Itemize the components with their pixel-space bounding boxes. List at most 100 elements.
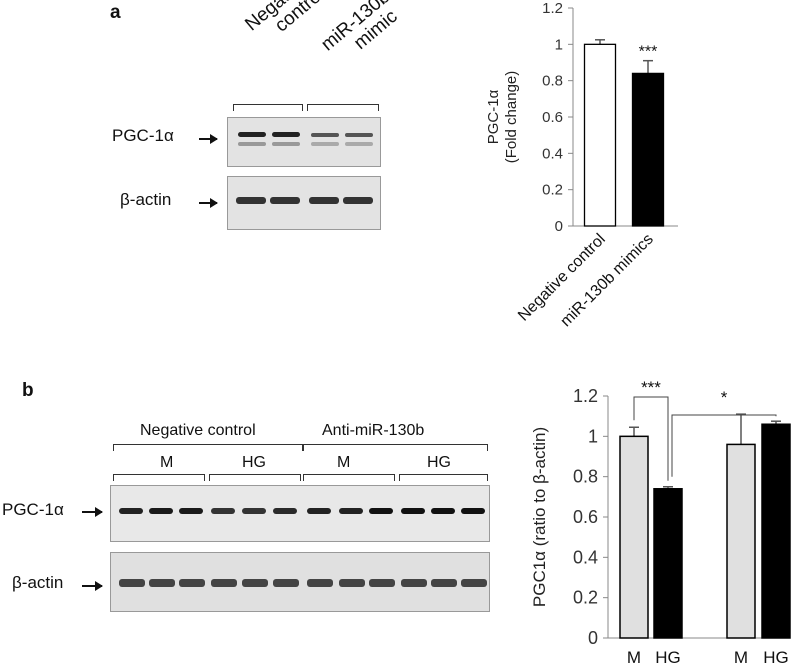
significance-label: *** (641, 378, 661, 397)
x-tick-label: HG (655, 648, 681, 667)
y-tick-label: 0.8 (573, 467, 598, 487)
y-tick-label: 0.2 (573, 588, 598, 608)
row-label-beta-actin: β-actin (120, 190, 172, 209)
subgroup-label: HG (427, 454, 451, 471)
y-tick-label: 1.2 (573, 386, 598, 406)
subgroup-label: M (337, 454, 351, 471)
blot-band (461, 508, 485, 514)
blot-band (242, 579, 268, 587)
significance-bracket (671, 414, 777, 477)
blot-band (211, 579, 237, 587)
subgroup-bracket (303, 474, 395, 481)
blot-band (307, 508, 331, 514)
blot-band (242, 508, 266, 514)
arrow-icon (199, 134, 218, 144)
blot-band (179, 579, 205, 587)
blot-band (343, 197, 373, 204)
blot-band (211, 508, 235, 514)
blot-band (119, 508, 143, 514)
blot-band (431, 579, 457, 587)
blot-band (238, 142, 266, 146)
blot-band (272, 132, 300, 137)
y-axis-label: PGC-1α(Fold change) (485, 71, 520, 164)
row-label-pgc1a: PGC-1α (112, 126, 174, 145)
blot-band (369, 508, 393, 514)
blot-band (236, 197, 266, 204)
bar-chart-a: 0 0.2 0.4 0.6 0.8 1 1.2 PGC-1α(Fold change) Nega… (485, 0, 678, 330)
group-bracket (113, 444, 303, 451)
significance-label: * (721, 388, 728, 407)
subgroup-label: HG (242, 454, 266, 471)
panel-a-label: a (110, 2, 121, 23)
blot-band (311, 133, 339, 137)
western-blot-beta-actin-b (110, 552, 490, 612)
blot-band (119, 579, 145, 587)
bar (653, 488, 683, 639)
blot-band (339, 579, 365, 587)
lane-bracket (233, 104, 303, 111)
group-label-anti-mir130b: Anti-miR-130b (322, 422, 425, 439)
lane-bracket (307, 104, 379, 111)
significance-label: *** (639, 44, 658, 61)
y-axis-label: PGC1α (ratio to β-actin) (530, 427, 549, 607)
arrow-icon (199, 198, 218, 208)
blot-band (401, 579, 427, 587)
blot-band (369, 579, 395, 587)
x-tick-label: HG (763, 648, 789, 667)
blot-band (309, 197, 339, 204)
subgroup-bracket (209, 474, 301, 481)
blot-band (179, 508, 203, 514)
western-blot-beta-actin (227, 176, 381, 230)
row-label-beta-actin-b: β-actin (12, 573, 64, 592)
blot-band (273, 579, 299, 587)
blot-band (345, 142, 373, 146)
blot-band (345, 133, 373, 137)
panel-b-label: b (22, 380, 34, 401)
bar (726, 443, 756, 639)
significance-bracket (633, 396, 669, 481)
y-tick-label: 1.2 (542, 0, 563, 17)
blot-band (149, 508, 173, 514)
blot-band (311, 142, 339, 146)
y-tick-label: 0 (588, 628, 598, 648)
blot-band (339, 508, 363, 514)
lane-label-negative-control: Negative control (241, 0, 328, 51)
x-tick-label: miR-130b mimics (557, 231, 656, 330)
arrow-icon (82, 507, 103, 517)
y-tick-label: 0.6 (573, 507, 598, 527)
western-blot-pgc1a (227, 117, 381, 167)
bar (619, 435, 649, 639)
subgroup-label: M (160, 454, 174, 471)
lane-label-mir130b-mimic: miR-130b mimic (317, 0, 407, 71)
y-tick-label: 1 (555, 36, 563, 53)
row-label-pgc1a-b: PGC-1α (2, 500, 64, 519)
blot-band (461, 579, 487, 587)
blot-band (149, 579, 175, 587)
blot-band (431, 508, 455, 514)
y-tick-label: 0.4 (573, 547, 598, 567)
y-axis-label-line: (Fold change) (503, 71, 520, 164)
arrow-icon (82, 581, 103, 591)
x-tick-label: M (734, 648, 748, 667)
bar (631, 72, 665, 227)
blot-band (272, 142, 300, 146)
subgroup-bracket (113, 474, 205, 481)
y-tick-label: 0.8 (542, 73, 563, 90)
subgroup-bracket (399, 474, 488, 481)
blot-band (270, 197, 300, 204)
y-tick-label: 0.6 (542, 109, 563, 126)
blot-band (401, 508, 425, 514)
y-tick-label: 0.4 (542, 145, 563, 162)
x-tick-label: Negative control (515, 231, 609, 325)
y-tick-label: 0.2 (542, 182, 563, 199)
bar (583, 43, 617, 227)
group-bracket (303, 444, 488, 451)
western-blot-pgc1a-b (110, 485, 490, 542)
blot-band (238, 132, 266, 137)
bar-chart-b: 0 0.2 0.4 0.6 0.8 1 1.2 PGC1α (ratio to β-actin… (530, 378, 791, 667)
bar (761, 423, 791, 639)
group-label-negative-control: Negative control (140, 422, 256, 439)
y-axis-label-line: PGC-1α (485, 89, 502, 144)
blot-band (273, 508, 297, 514)
blot-band (307, 579, 333, 587)
